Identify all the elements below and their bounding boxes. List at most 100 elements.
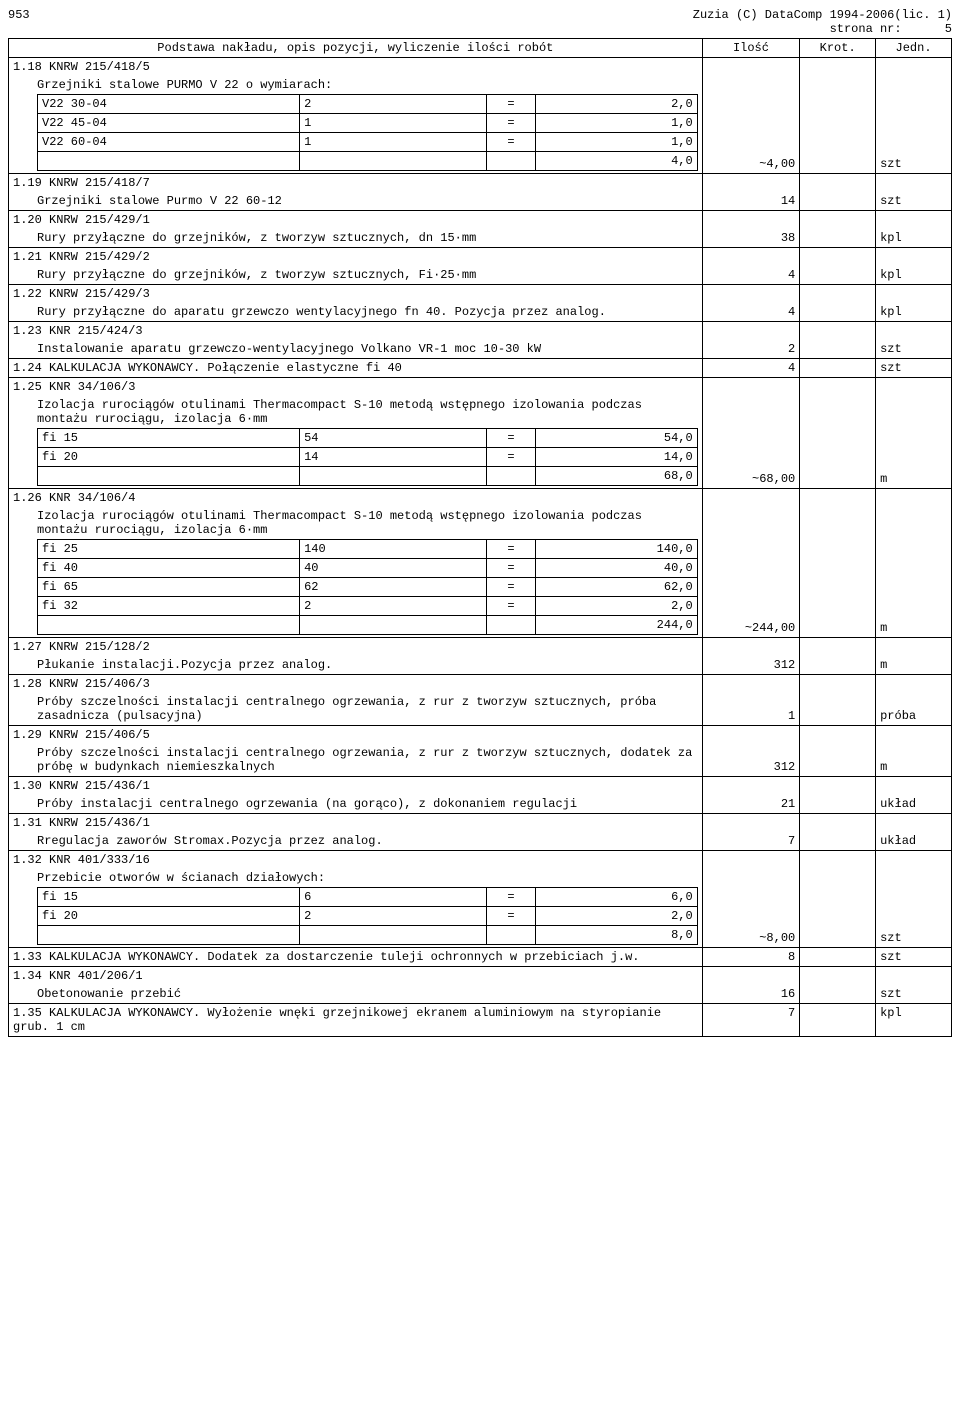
calc-eq: = <box>486 95 535 114</box>
table-row: 1.23 KNR 215/424/3 <box>9 322 952 341</box>
row-desc: Instalowanie aparatu grzewczo-wentylacyj… <box>13 342 698 356</box>
row-code: 1.33 KALKULACJA WYKONAWCY. Dodatek za do… <box>9 948 703 967</box>
calc-eq: = <box>486 448 535 467</box>
cell-ilosc: 38 <box>702 229 800 248</box>
row-code: 1.27 KNRW 215/128/2 <box>9 638 703 657</box>
cell-ilosc <box>702 248 800 267</box>
row-code: 1.19 KNRW 215/418/7 <box>9 174 703 193</box>
calc-label: V22 30-04 <box>38 95 300 114</box>
row-code: 1.20 KNRW 215/429/1 <box>9 211 703 230</box>
cell-krot <box>800 869 876 948</box>
calc-label: fi 20 <box>38 907 300 926</box>
cell-krot <box>800 174 876 193</box>
table-row: Przebicie otworów w ścianach działowych:… <box>9 869 952 948</box>
cell-ilosc <box>702 378 800 397</box>
cell-ilosc: ~8,00 <box>702 869 800 948</box>
calc-val: 2,0 <box>535 907 697 926</box>
row-desc-cell: Próby instalacji centralnego ogrzewania … <box>9 795 703 814</box>
cell-jedn: próba <box>876 693 952 726</box>
row-desc-cell: Rury przyłączne do aparatu grzewczo went… <box>9 303 703 322</box>
row-desc: Grzejniki stalowe PURMO V 22 o wymiarach… <box>13 78 698 92</box>
cell-jedn: m <box>876 507 952 638</box>
calc-sum: 4,0 <box>535 152 697 171</box>
row-desc-cell: Próby szczelności instalacji centralnego… <box>9 744 703 777</box>
cell-krot <box>800 359 876 378</box>
row-code: 1.22 KNRW 215/429/3 <box>9 285 703 304</box>
row-desc-cell: Grzejniki stalowe PURMO V 22 o wymiarach… <box>9 76 703 174</box>
row-desc: Obetonowanie przebić <box>13 987 698 1001</box>
table-row: 1.22 KNRW 215/429/3 <box>9 285 952 304</box>
row-desc-cell: Izolacja rurociągów otulinami Thermacomp… <box>9 507 703 638</box>
cell-krot <box>800 303 876 322</box>
cell-krot <box>800 832 876 851</box>
row-code: 1.25 KNR 34/106/3 <box>9 378 703 397</box>
cell-jedn <box>876 248 952 267</box>
table-row: 1.24 KALKULACJA WYKONAWCY. Połączenie el… <box>9 359 952 378</box>
row-code: 1.24 KALKULACJA WYKONAWCY. Połączenie el… <box>9 359 703 378</box>
calc-val: 2,0 <box>535 95 697 114</box>
calc-num: 54 <box>300 429 487 448</box>
table-row: 1.29 KNRW 215/406/5 <box>9 726 952 745</box>
cell-ilosc <box>702 851 800 870</box>
calc-eq: = <box>486 114 535 133</box>
calc-row: fi 4040=40,0 <box>38 559 698 578</box>
row-desc: Izolacja rurociągów otulinami Thermacomp… <box>13 398 698 426</box>
calc-num: 140 <box>300 540 487 559</box>
row-desc: Próby szczelności instalacji centralnego… <box>13 746 698 774</box>
cell-jedn <box>876 851 952 870</box>
table-row: Rury przyłączne do aparatu grzewczo went… <box>9 303 952 322</box>
row-desc: Izolacja rurociągów otulinami Thermacomp… <box>13 509 698 537</box>
table-row: 1.34 KNR 401/206/1 <box>9 967 952 986</box>
table-row: 1.33 KALKULACJA WYKONAWCY. Dodatek za do… <box>9 948 952 967</box>
cell-krot <box>800 266 876 285</box>
cell-ilosc: 4 <box>702 359 800 378</box>
calc-sum-row: 68,0 <box>38 467 698 486</box>
calc-num: 14 <box>300 448 487 467</box>
calc-label: fi 25 <box>38 540 300 559</box>
cell-krot <box>800 248 876 267</box>
cell-krot <box>800 656 876 675</box>
cell-krot <box>800 777 876 796</box>
cell-jedn <box>876 675 952 694</box>
cell-jedn: szt <box>876 359 952 378</box>
calc-sum-row: 244,0 <box>38 616 698 635</box>
cell-krot <box>800 744 876 777</box>
cell-ilosc: 16 <box>702 985 800 1004</box>
calc-eq: = <box>486 578 535 597</box>
calc-val: 6,0 <box>535 888 697 907</box>
col-ilosc-header: Ilość <box>702 39 800 58</box>
row-desc: Próby szczelności instalacji centralnego… <box>13 695 698 723</box>
table-row: 1.27 KNRW 215/128/2 <box>9 638 952 657</box>
cell-krot <box>800 58 876 77</box>
cell-jedn <box>876 58 952 77</box>
cell-krot <box>800 638 876 657</box>
table-row: Próby szczelności instalacji centralnego… <box>9 744 952 777</box>
row-desc-cell: Grzejniki stalowe Purmo V 22 60-12 <box>9 192 703 211</box>
cell-jedn: m <box>876 396 952 489</box>
cell-krot <box>800 229 876 248</box>
cell-jedn: kpl <box>876 303 952 322</box>
cell-jedn: kpl <box>876 229 952 248</box>
row-desc: Próby instalacji centralnego ogrzewania … <box>13 797 698 811</box>
row-code: 1.32 KNR 401/333/16 <box>9 851 703 870</box>
cell-ilosc: 4 <box>702 303 800 322</box>
table-row: Grzejniki stalowe PURMO V 22 o wymiarach… <box>9 76 952 174</box>
table-row: Grzejniki stalowe Purmo V 22 60-1214szt <box>9 192 952 211</box>
row-code: 1.35 KALKULACJA WYKONAWCY. Wyłożenie wnę… <box>9 1004 703 1037</box>
cell-ilosc <box>702 211 800 230</box>
table-row: 1.19 KNRW 215/418/7 <box>9 174 952 193</box>
cell-krot <box>800 1004 876 1037</box>
page-number: 5 <box>945 22 952 36</box>
calc-num: 1 <box>300 114 487 133</box>
calc-label: fi 32 <box>38 597 300 616</box>
cell-ilosc <box>702 322 800 341</box>
cell-krot <box>800 814 876 833</box>
cell-jedn: szt <box>876 985 952 1004</box>
row-desc-cell: Próby szczelności instalacji centralnego… <box>9 693 703 726</box>
calc-val: 1,0 <box>535 114 697 133</box>
row-code: 1.26 KNR 34/106/4 <box>9 489 703 508</box>
cell-jedn: układ <box>876 795 952 814</box>
cell-ilosc: 2 <box>702 340 800 359</box>
cell-ilosc: 312 <box>702 656 800 675</box>
cell-krot <box>800 489 876 508</box>
